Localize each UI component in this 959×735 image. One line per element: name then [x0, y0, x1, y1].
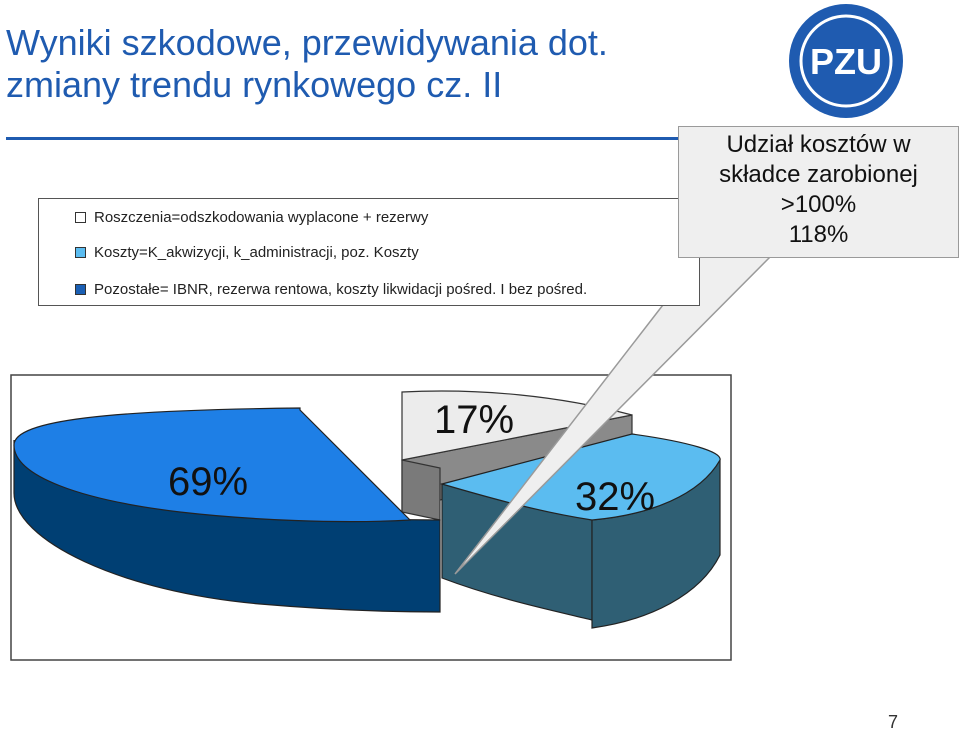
page-number: 7	[888, 712, 899, 732]
slice-32	[439, 433, 721, 629]
data-label-17: 17%	[434, 398, 514, 442]
callout-line-4: 118%	[788, 221, 849, 248]
slide-title: Wyniki szkodowe, przewidywania dot. zmia…	[6, 22, 646, 106]
pzu-logo: PZU	[789, 4, 903, 118]
logo-text: PZU	[810, 41, 882, 82]
legend-item-koszty: Koszty=K_akwizycji, k_administracji, poz…	[75, 244, 419, 261]
slice-69-top	[13, 407, 412, 523]
callout-line-3: >100%	[780, 191, 857, 218]
legend-label: Koszty=K_akwizycji, k_administracji, poz…	[94, 244, 419, 261]
cost-share-callout: Udział kosztów w składce zarobionej >100…	[678, 126, 959, 258]
legend-item-roszczenia: Roszczenia=odszkodowania wyplacone + rez…	[75, 209, 428, 226]
title-line-2: zmiany trendu rynkowego cz. II	[6, 64, 503, 105]
legend-swatch-blue	[75, 284, 86, 295]
legend-swatch-white	[75, 212, 86, 223]
chart-legend: Roszczenia=odszkodowania wyplacone + rez…	[38, 198, 700, 306]
legend-label: Pozostałe= IBNR, rezerwa rentowa, koszty…	[94, 281, 588, 298]
slice-69	[13, 407, 441, 613]
slice-17-left-side	[401, 459, 441, 521]
legend-item-pozostale: Pozostałe= IBNR, rezerwa rentowa, koszty…	[75, 281, 587, 298]
callout-line-2: składce zarobionej	[719, 161, 918, 188]
data-label-32: 32%	[575, 475, 655, 519]
legend-label: Roszczenia=odszkodowania wyplacone + rez…	[94, 209, 429, 226]
title-line-1: Wyniki szkodowe, przewidywania dot.	[6, 22, 608, 63]
data-label-69: 69%	[168, 460, 248, 504]
callout-line-1: Udział kosztów w	[726, 131, 911, 158]
legend-swatch-lightblue	[75, 247, 86, 258]
title-divider	[6, 137, 952, 140]
